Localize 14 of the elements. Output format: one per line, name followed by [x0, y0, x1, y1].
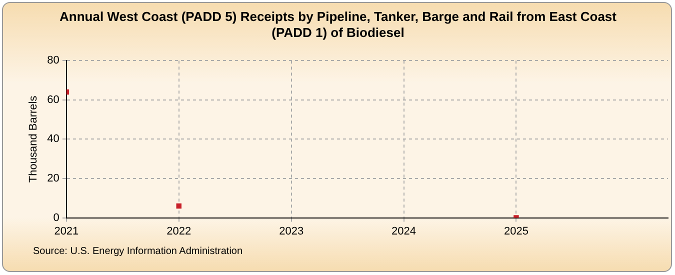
y-tick-label: 60: [47, 94, 60, 106]
source-note: Source: U.S. Energy Information Administration: [33, 246, 243, 257]
x-tick-label: 2021: [54, 225, 79, 238]
y-tick-label: 80: [47, 54, 60, 67]
y-tick-label: 20: [47, 172, 60, 185]
y-axis-title: Thousand Barrels: [28, 95, 40, 183]
x-tick-label: 2022: [166, 225, 192, 238]
x-tick-label: 2025: [504, 225, 528, 238]
point: [176, 203, 182, 209]
y-tick-label: 0: [53, 212, 60, 224]
y-tick-label: 40: [47, 133, 60, 146]
x-tick-label: 2023: [279, 225, 304, 238]
chart-title: Annual West Coast (PADD 5) Receipts by Pipeline, Tanker, Barge and Rail from East Coast (PADD 1) of Biodiesel: [58, 9, 618, 41]
x-tick-label: 2024: [392, 225, 416, 238]
